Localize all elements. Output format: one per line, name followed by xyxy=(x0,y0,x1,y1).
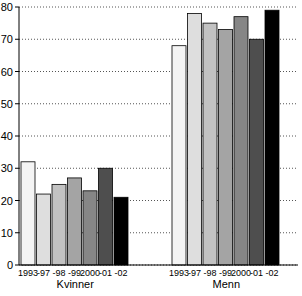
series-label: -98 xyxy=(52,268,65,278)
series-label: -97 xyxy=(188,268,201,278)
tick-label: 70 xyxy=(1,33,13,45)
tick-mark xyxy=(15,168,19,169)
grid-line xyxy=(19,265,298,266)
series-label: -01 xyxy=(99,268,112,278)
bar xyxy=(250,39,264,265)
series-label: 1993 xyxy=(18,268,38,278)
bar xyxy=(188,13,202,265)
bar xyxy=(172,46,186,265)
x-axis xyxy=(19,265,298,266)
tick-label: 50 xyxy=(1,98,13,110)
series-label: 2000 xyxy=(80,268,100,278)
tick-mark xyxy=(15,39,19,40)
series-label: -02 xyxy=(114,268,127,278)
series-label: 1993 xyxy=(169,268,189,278)
tick-mark xyxy=(15,200,19,201)
tick-label: 10 xyxy=(1,227,13,239)
bar xyxy=(83,191,97,265)
bar xyxy=(203,23,217,265)
tick-mark xyxy=(15,232,19,233)
tick-mark xyxy=(15,71,19,72)
series-label: -02 xyxy=(265,268,278,278)
tick-label: 30 xyxy=(1,162,13,174)
bar xyxy=(219,30,233,265)
category-label: Menn xyxy=(212,278,240,290)
tick-label: 40 xyxy=(1,130,13,142)
category-label: Kvinner xyxy=(57,278,95,290)
series-label: -97 xyxy=(37,268,50,278)
bar xyxy=(99,168,113,265)
bar xyxy=(68,178,82,265)
tick-label: 80 xyxy=(1,1,13,13)
series-label: -01 xyxy=(250,268,263,278)
bar xyxy=(114,197,128,265)
chart: 010203040506070801993-97-98-992000-01-02… xyxy=(0,0,302,296)
tick-label: 60 xyxy=(1,66,13,78)
bar xyxy=(21,162,35,265)
y-axis xyxy=(19,7,20,265)
bar xyxy=(52,184,66,265)
tick-label: 0 xyxy=(7,259,13,271)
grid-line xyxy=(19,7,298,8)
tick-label: 20 xyxy=(1,195,13,207)
tick-mark xyxy=(15,136,19,137)
tick-mark xyxy=(15,265,19,266)
bar xyxy=(265,10,279,265)
tick-mark xyxy=(15,103,19,104)
series-label: -98 xyxy=(203,268,216,278)
tick-mark xyxy=(15,7,19,8)
bar xyxy=(37,194,51,265)
series-label: 2000 xyxy=(231,268,251,278)
bar xyxy=(234,17,248,265)
